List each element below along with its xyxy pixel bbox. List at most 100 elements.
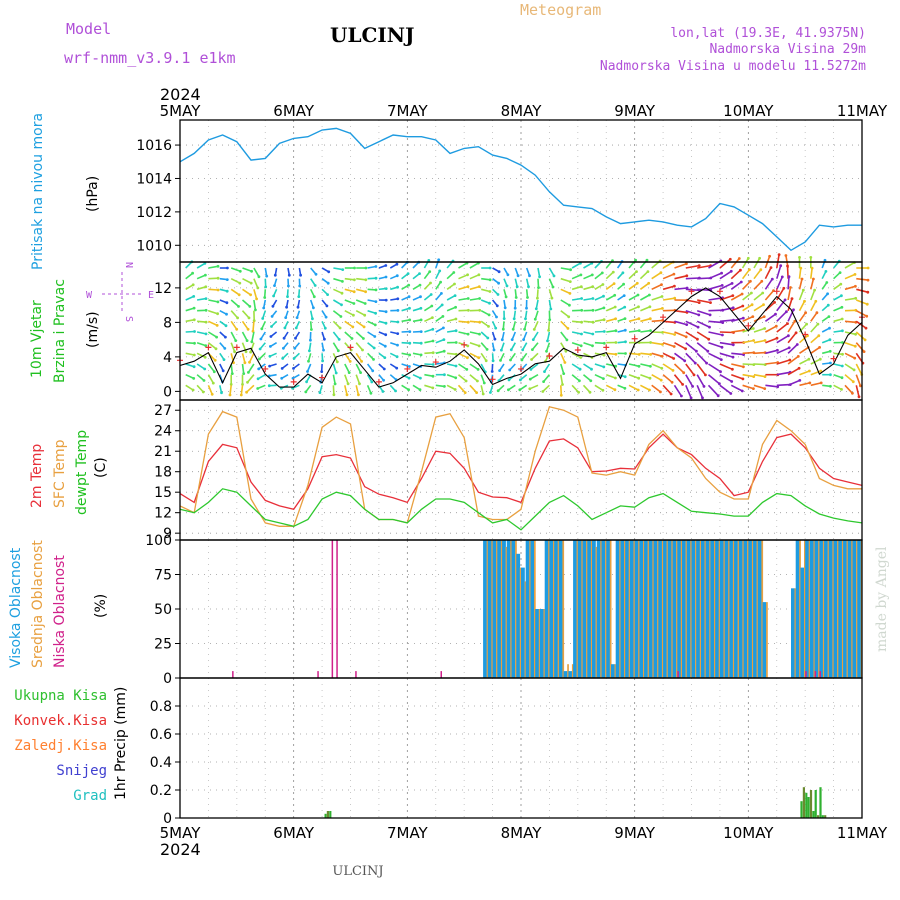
- mid-cloud-bar: [818, 540, 820, 678]
- wind-arrow: [469, 352, 480, 359]
- wind-arrow-head: [637, 329, 641, 332]
- wind-arrow-head: [212, 370, 216, 374]
- wind-arrow-head: [818, 357, 822, 361]
- wind-arrow: [742, 280, 751, 290]
- wind-arrow-head: [248, 305, 252, 308]
- wind-speed-line: [179, 287, 863, 388]
- wind-arrow: [424, 328, 434, 333]
- mid-cloud-bar: [624, 540, 626, 678]
- wind-arrow-head: [526, 296, 529, 299]
- wind-arrow-head: [591, 308, 595, 312]
- wind-arrow: [208, 299, 219, 303]
- wind-arrow: [833, 306, 843, 312]
- wind-arrow-head: [282, 346, 285, 350]
- product-title: Meteogram: [520, 1, 601, 19]
- wind-arrow-head: [362, 337, 365, 340]
- wind-arrow-head: [407, 295, 411, 299]
- wind-arrow-head: [685, 262, 688, 266]
- mid-cloud-bar: [581, 540, 584, 678]
- wind-arrow: [185, 384, 194, 391]
- wind-arrow-head: [528, 274, 531, 278]
- wind-arrow: [424, 384, 434, 389]
- wind-arrow-head: [283, 326, 287, 330]
- wind-arrow-head: [324, 315, 328, 319]
- wind-arrow: [674, 341, 686, 350]
- wind-arrow-head: [487, 325, 490, 328]
- wind-arrow: [469, 297, 480, 301]
- wind-arrow-head: [478, 320, 482, 324]
- wind-arrow: [355, 374, 361, 385]
- wind-arrow: [730, 384, 743, 392]
- wind-arrow: [833, 330, 843, 333]
- ytick-label: 18: [154, 465, 172, 481]
- wind-arrow-head: [489, 391, 492, 394]
- wind-arrow: [560, 374, 564, 385]
- wind-arrow-head: [341, 268, 345, 271]
- wind-arrow-head: [512, 317, 516, 321]
- wind-gust-marker: [347, 344, 354, 351]
- wind-arrow: [207, 363, 215, 373]
- mid-cloud-bar: [586, 540, 588, 678]
- wind-arrow-head: [660, 354, 664, 358]
- wind-arrow-head: [238, 281, 242, 285]
- wind-arrow-head: [337, 338, 341, 341]
- wind-arrow-head: [204, 297, 208, 300]
- wind-arrow-head: [815, 311, 819, 315]
- wind-arrow-head: [689, 396, 693, 400]
- precip-bar: [824, 815, 827, 818]
- wind-arrow-head: [549, 307, 553, 311]
- wind-arrow-head: [751, 327, 755, 330]
- wind-arrow-head: [692, 373, 696, 377]
- wind-arrow: [185, 261, 193, 269]
- wind-arrow-head: [226, 266, 229, 270]
- wind-arrow: [208, 320, 218, 327]
- wind-arrow: [651, 341, 663, 346]
- wind-arrow: [765, 384, 778, 388]
- wind-arrow: [535, 299, 539, 309]
- wind-arrow: [776, 359, 791, 365]
- wind-arrow-head: [590, 273, 594, 277]
- mid-cloud-bar: [562, 540, 565, 678]
- wind-arrow-head: [763, 387, 767, 390]
- wind-arrow: [344, 309, 354, 316]
- ytick-label: 0.4: [150, 755, 172, 771]
- wind-arrow-head: [602, 294, 605, 298]
- wind-arrow-head: [683, 359, 687, 363]
- wind-arrow: [560, 299, 570, 306]
- wind-arrow: [481, 277, 491, 281]
- wind-arrow-head: [353, 266, 356, 270]
- wind-arrow: [571, 262, 581, 269]
- wind-arrow-head: [258, 357, 261, 361]
- wind-arrow-head: [866, 278, 870, 282]
- wind-arrow-head: [419, 353, 423, 357]
- wind-arrow: [719, 270, 732, 280]
- wind-arrow: [332, 331, 340, 340]
- wind-arrow-head: [320, 370, 324, 373]
- wind-arrow-head: [201, 390, 205, 394]
- wind-arrow: [241, 299, 251, 308]
- wind-arrow: [685, 352, 696, 364]
- low-cloud-bar: [677, 671, 679, 678]
- wind-arrow-head: [760, 279, 764, 283]
- wind-arrow: [533, 320, 539, 330]
- wind-arrow-head: [578, 367, 582, 371]
- wind-arrow: [344, 363, 350, 373]
- wind-arrow-head: [670, 380, 674, 384]
- wind-gust-marker: [518, 365, 524, 372]
- wind-arrow: [765, 337, 778, 344]
- wind-arrow-head: [452, 271, 456, 274]
- wind-arrow: [367, 265, 377, 269]
- wind-arrow-head: [788, 358, 792, 362]
- wind-arrow-head: [792, 308, 795, 312]
- mid-cloud-bar: [486, 540, 489, 678]
- wind-gust-marker: [375, 378, 382, 385]
- wind-arrow: [662, 273, 675, 280]
- wind-arrow-head: [221, 369, 225, 373]
- wind-arrow-head: [213, 358, 217, 362]
- wind-arrow-head: [742, 365, 745, 369]
- wind-arrow-head: [431, 351, 435, 355]
- high-cloud-bar: [634, 540, 639, 678]
- wind-arrow-head: [204, 308, 208, 312]
- compass-rose: W E N S: [86, 262, 154, 322]
- wind-arrow-head: [273, 273, 277, 277]
